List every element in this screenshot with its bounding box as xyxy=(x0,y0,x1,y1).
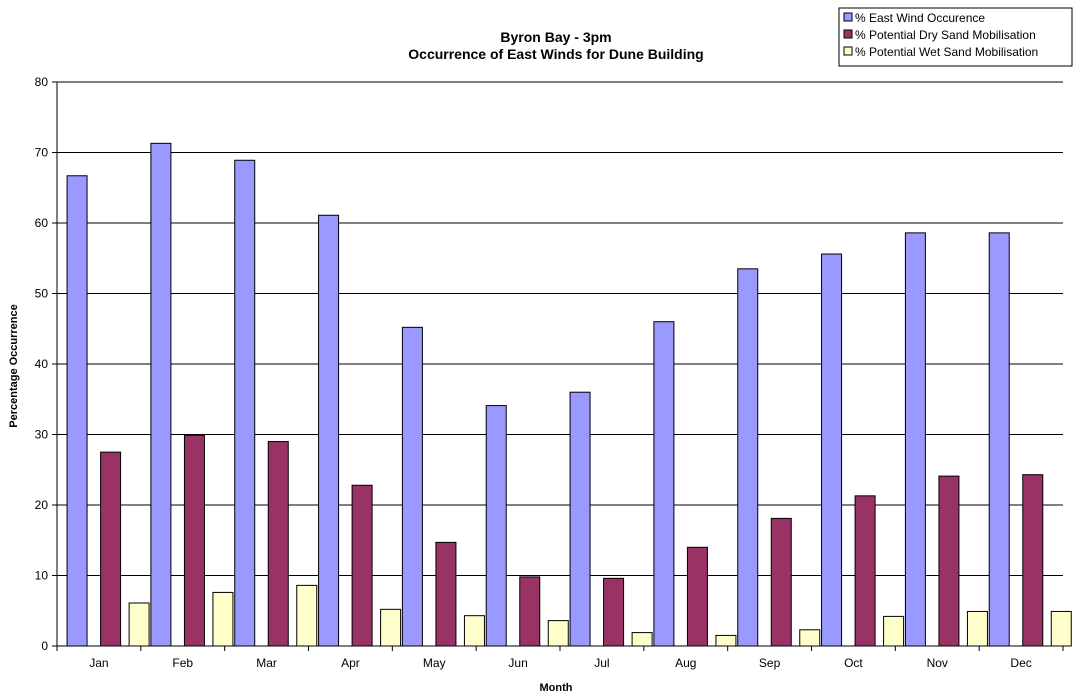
bar xyxy=(519,576,541,647)
gridlines xyxy=(57,81,1063,576)
x-tick-label: May xyxy=(423,656,446,670)
bar xyxy=(883,615,905,647)
bar xyxy=(770,517,792,647)
bar xyxy=(821,253,843,647)
y-tick-label: 20 xyxy=(35,498,49,512)
legend-label: % Potential Wet Sand Mobilisation xyxy=(855,45,1038,59)
y-tick-label: 80 xyxy=(35,75,49,89)
chart-title: Byron Bay - 3pm xyxy=(500,29,611,45)
x-tick-label: Mar xyxy=(256,656,277,670)
bar xyxy=(715,634,737,647)
plot-area: 0 10 20 30 40 50 60 70 80 Jan Feb Mar Apr May Jun Jul A… xyxy=(35,75,1072,670)
x-tick-labels: Jan Feb Mar Apr May Jun Jul Aug Sep Oct Nov Dec xyxy=(56,646,1064,670)
y-axis-label: Percentage Occurrence xyxy=(8,304,20,428)
bar xyxy=(485,405,507,647)
y-tick-label: 60 xyxy=(35,216,49,230)
bar xyxy=(100,451,122,647)
x-tick-label: Oct xyxy=(844,656,863,670)
bar xyxy=(603,577,625,647)
legend-swatch xyxy=(843,29,853,39)
legend-swatch xyxy=(843,46,853,56)
bar xyxy=(799,629,821,647)
bar xyxy=(212,591,234,647)
bar xyxy=(463,615,485,647)
y-tick-label: 0 xyxy=(41,639,48,653)
y-tick-label: 50 xyxy=(35,287,49,301)
x-tick-label: Nov xyxy=(927,656,948,670)
bar xyxy=(66,175,88,647)
legend-box xyxy=(838,7,1073,67)
bar xyxy=(234,159,256,647)
bar xyxy=(1050,610,1072,647)
bar xyxy=(351,484,373,647)
bar xyxy=(296,584,318,647)
chart-subtitle: Occurrence of East Winds for Dune Buildi… xyxy=(408,46,703,62)
legend-label: % East Wind Occurence xyxy=(855,11,985,25)
bar xyxy=(904,232,926,647)
bar xyxy=(150,142,172,647)
x-tick-label: Sep xyxy=(759,656,781,670)
y-tick-label: 70 xyxy=(35,146,49,160)
bar xyxy=(569,391,591,647)
legend-label: % Potential Dry Sand Mobilisation xyxy=(855,28,1036,42)
x-tick-label: Jul xyxy=(594,656,609,670)
bar xyxy=(267,441,289,647)
bar xyxy=(631,632,653,647)
bar xyxy=(435,541,457,647)
x-tick-label: Dec xyxy=(1010,656,1031,670)
bar xyxy=(1022,474,1044,647)
bar xyxy=(966,610,988,647)
bar xyxy=(380,608,402,647)
y-tick-label: 10 xyxy=(35,569,49,583)
x-tick-label: Jan xyxy=(89,656,108,670)
bar xyxy=(938,475,960,647)
bar xyxy=(128,602,150,647)
x-tick-label: Apr xyxy=(341,656,360,670)
bar xyxy=(318,214,340,647)
legend-swatch xyxy=(843,12,853,22)
bar xyxy=(737,268,759,647)
x-axis-label: Month xyxy=(540,682,573,694)
bar xyxy=(988,232,1010,647)
x-tick-label: Aug xyxy=(675,656,696,670)
bar xyxy=(686,546,708,647)
y-tick-label: 40 xyxy=(35,357,49,371)
y-tick-label: 30 xyxy=(35,428,49,442)
x-tick-label: Feb xyxy=(172,656,193,670)
bar xyxy=(401,326,423,647)
y-tick-labels: 0 10 20 30 40 50 60 70 80 xyxy=(35,75,57,653)
bar xyxy=(854,495,876,647)
bar xyxy=(183,434,205,647)
legend: % East Wind Occurence % Potential Dry San… xyxy=(838,7,1073,67)
x-tick-label: Jun xyxy=(508,656,527,670)
bar xyxy=(653,321,675,647)
bar xyxy=(547,620,569,647)
